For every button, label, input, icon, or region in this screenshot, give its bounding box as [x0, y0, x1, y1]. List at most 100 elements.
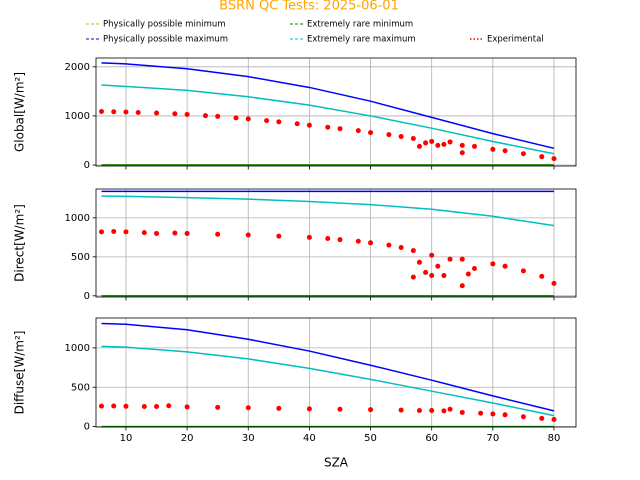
data-point — [416, 407, 422, 413]
data-point — [141, 404, 147, 410]
data-point — [490, 146, 496, 152]
x-tick-label: 60 — [425, 433, 438, 444]
y-tick-label: 0 — [84, 160, 90, 171]
data-point — [551, 417, 557, 423]
plot-frame — [95, 317, 577, 428]
y-tick-label: 0 — [84, 422, 90, 433]
data-point — [386, 242, 392, 248]
data-point — [172, 230, 178, 236]
data-point — [520, 151, 526, 157]
data-point — [398, 244, 404, 250]
data-point — [337, 406, 343, 412]
series-line — [101, 84, 555, 155]
x-tick-label: 70 — [486, 433, 499, 444]
data-point — [111, 228, 117, 234]
data-point — [123, 403, 129, 409]
data-point — [276, 119, 282, 125]
data-point — [478, 410, 484, 416]
data-point — [386, 132, 392, 138]
plot-frame — [95, 57, 577, 167]
data-point — [416, 259, 422, 265]
data-point — [215, 113, 221, 119]
series-line — [101, 322, 555, 412]
data-point — [459, 142, 465, 148]
data-point — [245, 405, 251, 411]
x-tick-label: 80 — [548, 433, 561, 444]
y-tick-label: 1000 — [65, 213, 90, 224]
data-point — [459, 409, 465, 415]
data-point — [520, 414, 526, 420]
data-point — [502, 412, 508, 418]
data-point — [539, 154, 545, 160]
data-point — [325, 124, 331, 130]
data-point — [184, 111, 190, 117]
legend-label: Physically possible maximum — [103, 35, 228, 45]
data-point — [441, 408, 447, 414]
data-point — [429, 138, 435, 144]
data-point — [539, 273, 545, 279]
data-point — [368, 130, 374, 136]
data-point — [441, 141, 447, 147]
data-point — [166, 403, 172, 409]
data-point — [398, 134, 404, 140]
data-point — [276, 233, 282, 239]
data-point — [459, 150, 465, 156]
y-tick-label: 500 — [71, 382, 90, 393]
y-tick-label: 1000 — [65, 111, 90, 122]
data-point — [276, 405, 282, 411]
data-point — [490, 411, 496, 417]
data-point — [502, 263, 508, 269]
x-tick-label: 30 — [242, 433, 255, 444]
data-point — [337, 126, 343, 132]
data-point — [423, 269, 429, 275]
data-point — [471, 266, 477, 272]
data-point — [141, 230, 147, 236]
data-point — [429, 252, 435, 258]
data-point — [337, 237, 343, 243]
data-point — [368, 407, 374, 413]
data-point — [123, 109, 129, 115]
data-point — [410, 248, 416, 254]
y-axis-label: Global[W/m²] — [13, 72, 27, 152]
data-point — [294, 121, 300, 127]
data-point — [245, 116, 251, 122]
legend-label: Experimental — [487, 35, 544, 45]
y-tick-label: 500 — [71, 252, 90, 263]
data-point — [154, 230, 160, 236]
data-point — [410, 136, 416, 142]
y-tick-label: 1000 — [65, 343, 90, 354]
series-line — [101, 62, 555, 150]
data-point — [447, 139, 453, 145]
data-point — [447, 256, 453, 262]
data-point — [471, 143, 477, 149]
legend-label: Extremely rare minimum — [307, 20, 413, 30]
data-point — [416, 143, 422, 149]
data-point — [539, 415, 545, 421]
y-axis-label: Direct[W/m²] — [13, 204, 27, 282]
data-point — [429, 273, 435, 279]
data-point — [111, 403, 117, 409]
data-point — [215, 231, 221, 237]
data-point — [99, 229, 105, 235]
data-point — [123, 229, 129, 235]
data-point — [490, 261, 496, 267]
y-axis-label: Diffuse[W/m²] — [13, 331, 27, 415]
chart-title: BSRN QC Tests: 2025-06-01 — [219, 0, 399, 14]
data-point — [398, 407, 404, 413]
data-point — [435, 263, 441, 269]
data-point — [551, 156, 557, 162]
data-point — [111, 109, 117, 115]
plot-frame — [95, 188, 577, 298]
data-point — [306, 122, 312, 128]
x-tick-label: 10 — [120, 433, 133, 444]
data-point — [459, 256, 465, 262]
data-point — [154, 110, 160, 116]
data-point — [459, 283, 465, 289]
data-point — [184, 404, 190, 410]
data-point — [429, 407, 435, 413]
legend-label: Extremely rare maximum — [307, 35, 416, 45]
x-tick-label: 20 — [181, 433, 194, 444]
data-point — [306, 406, 312, 412]
